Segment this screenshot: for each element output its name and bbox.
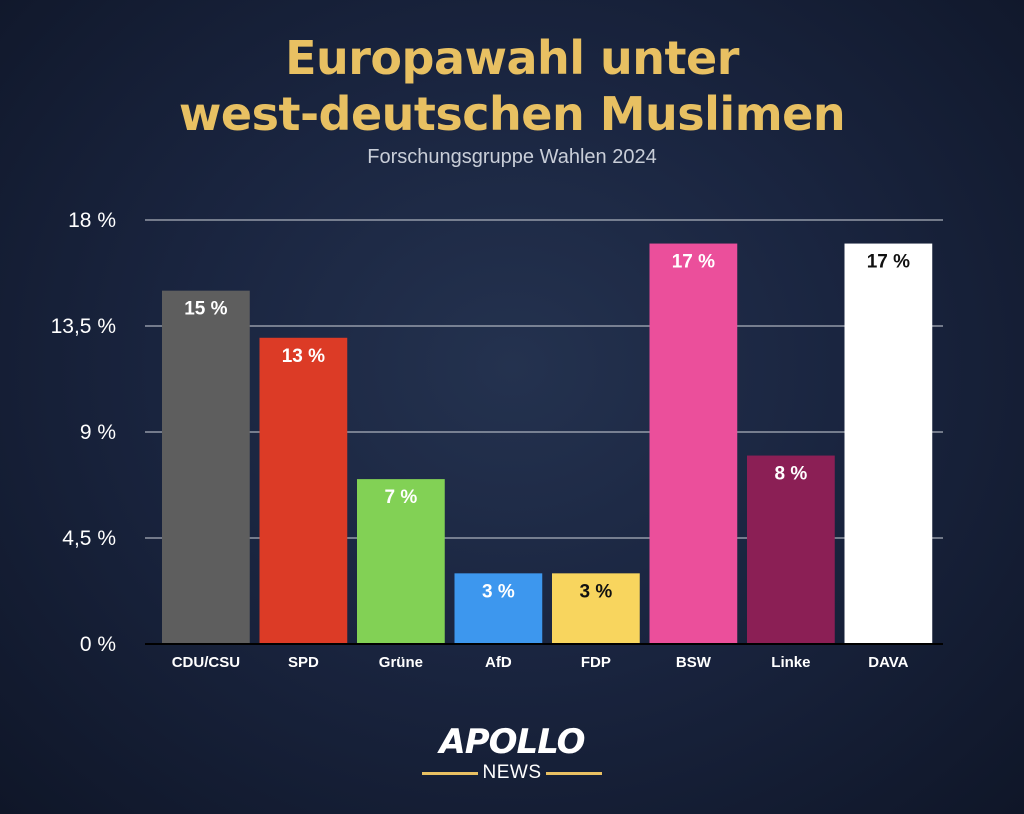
logo-sub-row: NEWS — [412, 762, 612, 784]
logo-line-left — [422, 772, 478, 775]
chart-title-line-2: west-deutschen Muslimen — [178, 87, 846, 141]
apollo-news-logo: APOLLO NEWS — [412, 722, 612, 786]
x-tick-label: DAVA — [868, 654, 908, 671]
data-label: 3 % — [482, 581, 515, 602]
logo-main-text: APOLLO — [439, 722, 585, 762]
data-label: 17 % — [672, 252, 715, 273]
x-tick-label: Grüne — [379, 654, 423, 671]
bar-linke — [747, 455, 835, 644]
data-label: 3 % — [580, 581, 613, 602]
y-tick-label: 9 % — [80, 421, 116, 444]
x-tick-label: CDU/CSU — [172, 654, 240, 671]
y-tick-label: 0 % — [80, 633, 116, 656]
x-tick-label: AfD — [485, 654, 512, 671]
bar-cdu-csu — [162, 290, 250, 644]
y-tick-label: 18 % — [68, 209, 116, 232]
bar-bsw — [649, 243, 738, 645]
y-tick-label: 13,5 % — [51, 315, 116, 338]
data-label: 7 % — [385, 487, 418, 508]
data-label: 17 % — [867, 252, 910, 273]
x-tick-label: BSW — [676, 654, 712, 671]
x-tick-label: SPD — [288, 654, 319, 671]
data-label: 8 % — [775, 464, 808, 485]
logo-line-right — [546, 772, 602, 775]
chart-title-line-1: Europawahl unter — [285, 31, 739, 85]
chart-subtitle: Forschungsgruppe Wahlen 2024 — [367, 146, 657, 168]
y-tick-label: 4,5 % — [62, 527, 116, 550]
bars — [162, 243, 933, 645]
data-labels: 15 % 13 % 7 % 3 % 3 % 17 % 8 % 17 % — [184, 252, 910, 603]
y-axis-ticks: 0 % 4,5 % 9 % 13,5 % 18 % — [51, 209, 116, 656]
chart-title: Europawahl unter west-deutschen Muslimen — [0, 30, 1024, 142]
bar-dava — [844, 243, 933, 645]
bar-spd — [259, 337, 348, 644]
data-label: 15 % — [184, 299, 227, 320]
x-axis-ticks: CDU/CSU SPD Grüne AfD FDP BSW Linke DAVA — [172, 654, 909, 671]
bar-grüne — [357, 479, 445, 644]
logo-sub-text: NEWS — [482, 762, 542, 783]
bar-chart: 0 % 4,5 % 9 % 13,5 % 18 % CDU/CSU SPD Grüne AfD… — [51, 209, 943, 671]
data-label: 13 % — [282, 346, 325, 367]
bar-afd — [454, 573, 543, 644]
x-tick-label: FDP — [581, 654, 611, 671]
bar-fdp — [552, 573, 640, 644]
x-tick-label: Linke — [771, 654, 810, 671]
